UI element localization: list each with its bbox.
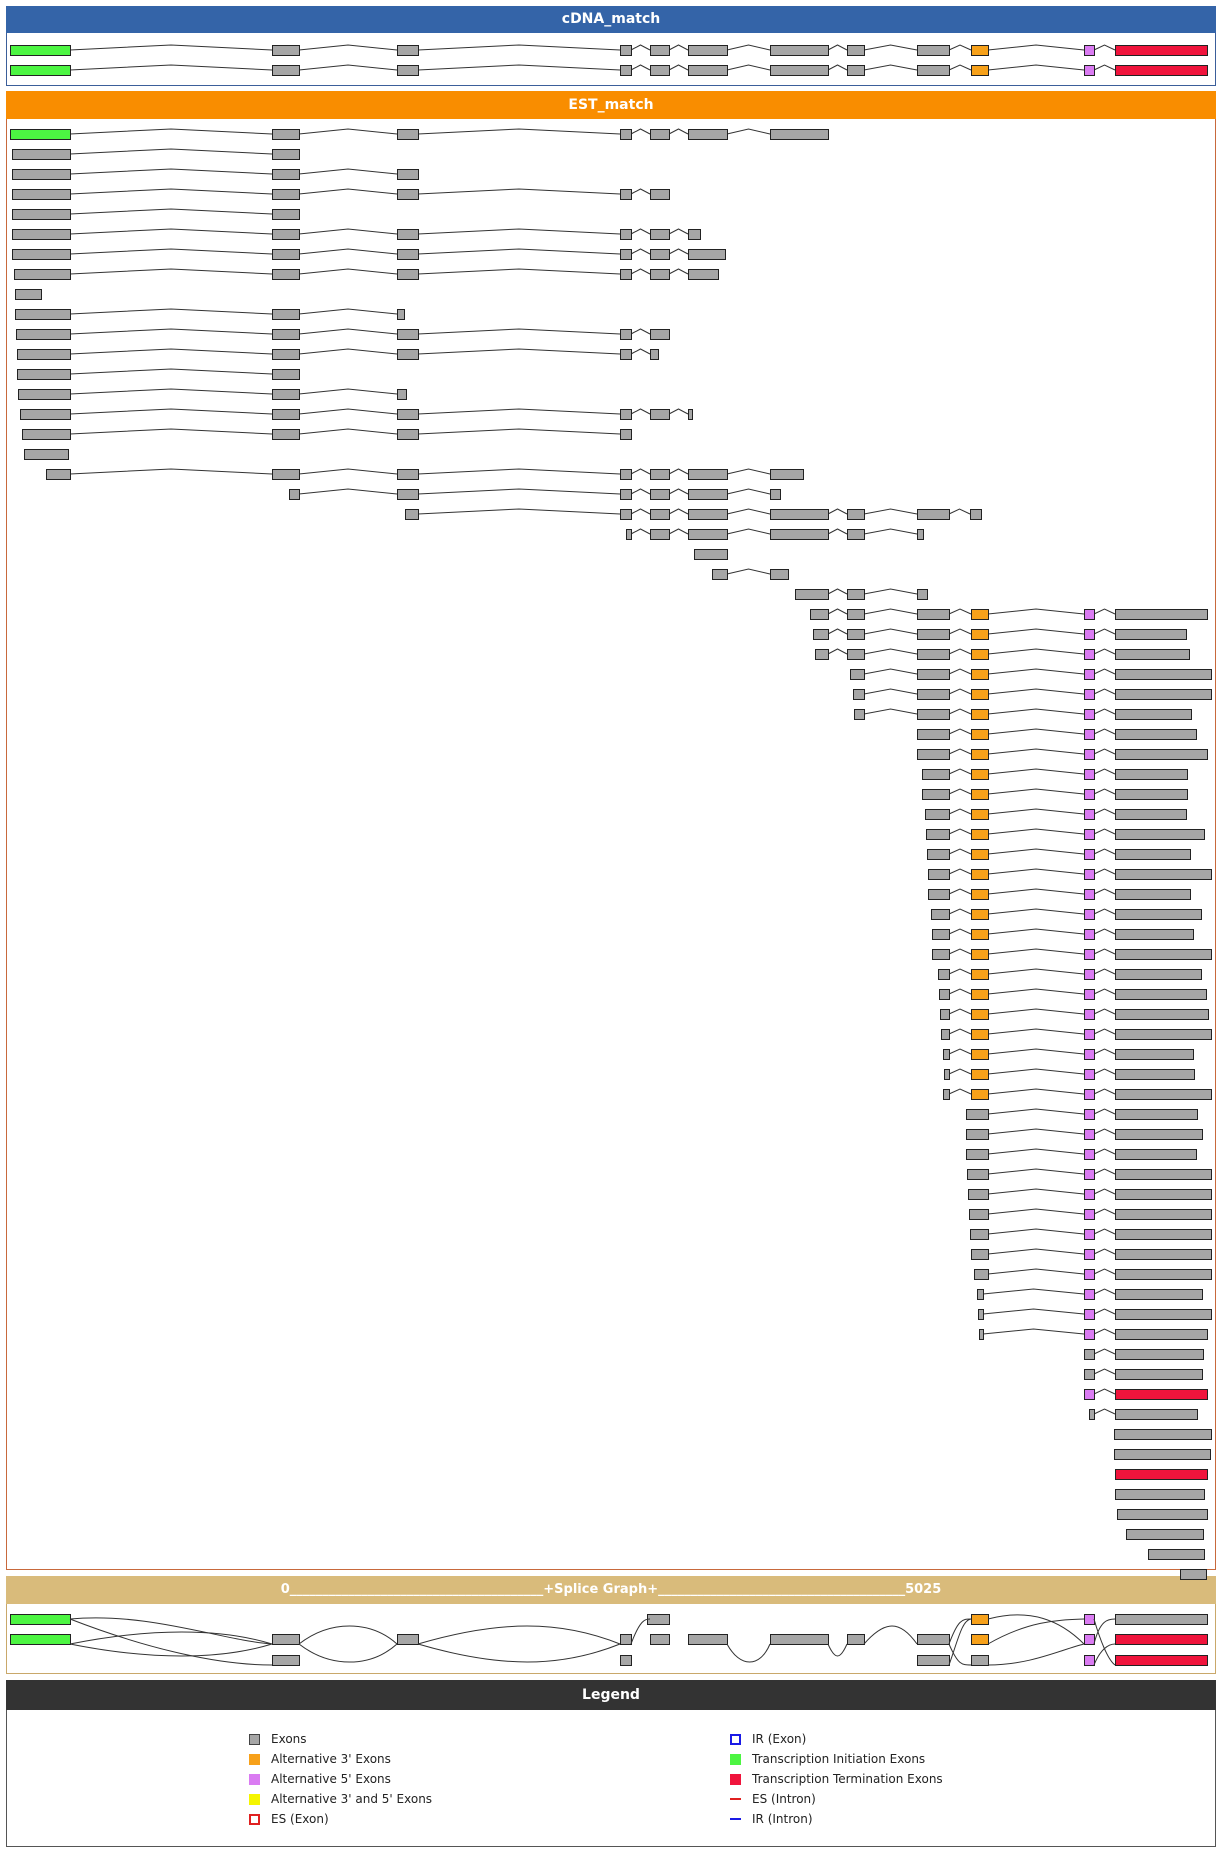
tes-swatch-icon bbox=[730, 1773, 741, 1785]
es-intron-line-icon bbox=[730, 1798, 741, 1800]
legend-label: ES (Intron) bbox=[752, 1792, 816, 1806]
legend-item-alt5: Alternative 5' Exons bbox=[249, 1772, 391, 1786]
splice-graph-panel bbox=[6, 1604, 1216, 1674]
legend-header: Legend bbox=[6, 1680, 1216, 1710]
alt35-swatch-icon bbox=[249, 1793, 260, 1805]
cdna-panel-header: cDNA_match bbox=[6, 6, 1216, 33]
legend-item-alt35: Alternative 3' and 5' Exons bbox=[249, 1792, 432, 1806]
ir-exon-swatch-icon bbox=[730, 1733, 741, 1745]
alt3-swatch-icon bbox=[249, 1753, 260, 1765]
alt5-swatch-icon bbox=[249, 1773, 260, 1785]
legend-label: IR (Intron) bbox=[752, 1812, 813, 1826]
legend-item-exons: Exons bbox=[249, 1732, 307, 1746]
splice-graph-header: 0_______________________________________… bbox=[6, 1576, 1216, 1604]
tss-swatch-icon bbox=[730, 1753, 741, 1765]
legend-label: Alternative 3' and 5' Exons bbox=[271, 1792, 433, 1806]
legend-label: Alternative 3' Exons bbox=[271, 1752, 391, 1766]
ir-intron-line-icon bbox=[730, 1818, 741, 1820]
legend-label: Alternative 5' Exons bbox=[271, 1772, 391, 1786]
legend-panel bbox=[6, 1710, 1216, 1847]
cdna-panel bbox=[6, 33, 1216, 86]
est-panel bbox=[6, 119, 1216, 1570]
legend-label: Transcription Termination Exons bbox=[752, 1772, 943, 1786]
exon-swatch-icon bbox=[249, 1733, 260, 1745]
legend-item-tss: Transcription Initiation Exons bbox=[730, 1752, 925, 1766]
legend-label: Transcription Initiation Exons bbox=[752, 1752, 926, 1766]
legend-item-alt3: Alternative 3' Exons bbox=[249, 1752, 391, 1766]
legend-label: IR (Exon) bbox=[752, 1732, 807, 1746]
legend-label: ES (Exon) bbox=[271, 1812, 329, 1826]
es-exon-swatch-icon bbox=[249, 1813, 260, 1825]
legend-item-ir-intron: IR (Intron) bbox=[730, 1812, 813, 1826]
legend-item-tes: Transcription Termination Exons bbox=[730, 1772, 943, 1786]
legend-label: Exons bbox=[271, 1732, 307, 1746]
legend-item-ir-exon: IR (Exon) bbox=[730, 1732, 806, 1746]
est-panel-header: EST_match bbox=[6, 91, 1216, 119]
legend-item-es-intron: ES (Intron) bbox=[730, 1792, 816, 1806]
legend-item-es-exon: ES (Exon) bbox=[249, 1812, 329, 1826]
